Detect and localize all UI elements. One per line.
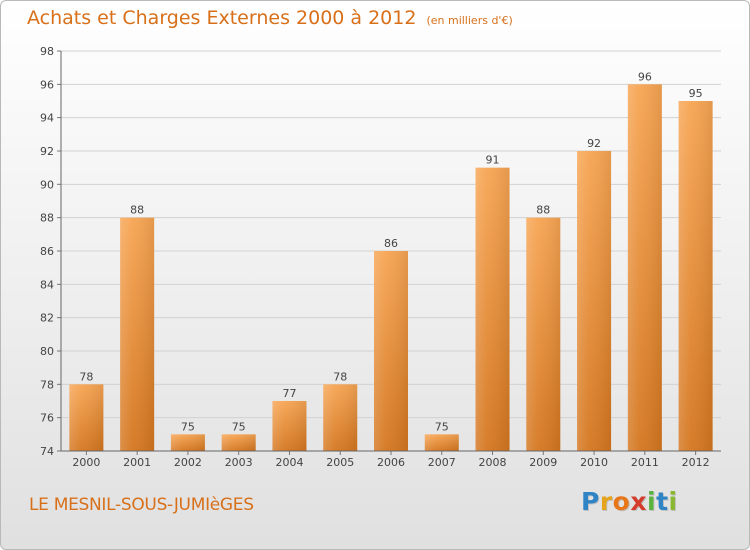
logo-letter: P <box>581 487 600 516</box>
logo-letter: x <box>630 487 647 516</box>
logo-letter: r <box>599 487 613 516</box>
y-tick-label: 92 <box>40 145 54 158</box>
chart-title: Achats et Charges Externes 2000 à 2012 (e… <box>27 7 513 29</box>
logo-letter: i <box>668 487 678 516</box>
data-label-2007: 75 <box>435 420 449 433</box>
y-tick-label: 82 <box>40 312 54 325</box>
data-label-2004: 77 <box>282 387 296 400</box>
bar-shade-2003 <box>221 434 256 451</box>
x-axis-ticks: 2000 2001 2002 2003 2004 2005 2006 2007 2008 2009… <box>72 451 710 469</box>
y-tick-label: 74 <box>40 445 54 458</box>
y-tick-label: 88 <box>40 212 54 225</box>
x-tick-label-2008: 2008 <box>479 456 507 469</box>
bar-shade-2012 <box>678 101 713 451</box>
x-tick-label-2012: 2012 <box>682 456 710 469</box>
chart-title-text: Achats et Charges Externes 2000 à 2012 <box>27 7 417 29</box>
data-label-2006: 86 <box>384 237 398 250</box>
bar-shade-2006 <box>374 251 408 451</box>
bar-shade-2010 <box>577 151 612 451</box>
data-label-2009: 88 <box>536 204 550 217</box>
x-tick-label-2003: 2003 <box>225 456 253 469</box>
y-tick-label: 94 <box>40 112 54 125</box>
y-tick-label: 98 <box>40 45 54 58</box>
y-tick-label: 84 <box>40 278 54 291</box>
y-axis-ticks: 74 76 78 80 82 84 86 88 90 92 94 96 98 <box>40 45 61 458</box>
chart-unit: (en milliers d'€) <box>426 14 513 27</box>
data-label-2012: 95 <box>689 87 703 100</box>
data-label-2011: 96 <box>638 70 652 83</box>
x-tick-label-2004: 2004 <box>275 456 303 469</box>
x-tick-label-2009: 2009 <box>529 456 557 469</box>
data-label-2001: 88 <box>130 204 144 217</box>
bar-shade-2009 <box>526 217 561 451</box>
town-name: LE MESNIL-SOUS-JUMIèGES <box>29 495 254 515</box>
x-tick-label-2011: 2011 <box>631 456 659 469</box>
bar-shade-2011 <box>627 84 662 451</box>
logo-letter: t <box>656 487 669 516</box>
data-label-2002: 75 <box>181 420 195 433</box>
logo-letter: i <box>647 487 657 516</box>
proxiti-logo: Proxiti <box>581 487 678 516</box>
data-label-2003: 75 <box>232 420 246 433</box>
logo-letter: o <box>612 487 631 516</box>
x-tick-label-2007: 2007 <box>428 456 456 469</box>
x-tick-label-2006: 2006 <box>377 456 405 469</box>
x-tick-label-2005: 2005 <box>326 456 354 469</box>
bar-shade-2002 <box>170 434 205 451</box>
bar-shade-2005 <box>323 384 358 451</box>
bar-shade-2008 <box>475 167 510 451</box>
bars <box>69 84 713 451</box>
bar-shade-2001 <box>120 217 155 451</box>
data-label-2005: 78 <box>333 370 347 383</box>
bar-shade-2004 <box>272 401 307 451</box>
y-tick-label: 80 <box>40 345 54 358</box>
y-tick-label: 76 <box>40 412 54 425</box>
y-tick-label: 90 <box>40 178 54 191</box>
y-tick-label: 96 <box>40 78 54 91</box>
x-tick-label-2000: 2000 <box>72 456 100 469</box>
x-tick-label-2010: 2010 <box>580 456 608 469</box>
data-label-2010: 92 <box>587 137 601 150</box>
x-tick-label-2001: 2001 <box>123 456 151 469</box>
y-tick-label: 78 <box>40 378 54 391</box>
x-tick-label-2002: 2002 <box>174 456 202 469</box>
data-label-2008: 91 <box>486 154 500 167</box>
data-label-2000: 78 <box>79 370 93 383</box>
y-tick-label: 86 <box>40 245 54 258</box>
bar-shade-2007 <box>424 434 459 451</box>
data-labels: 78 88 75 75 77 78 86 75 91 88 92 96 95 <box>79 70 702 433</box>
bar-shade-2000 <box>69 384 104 451</box>
